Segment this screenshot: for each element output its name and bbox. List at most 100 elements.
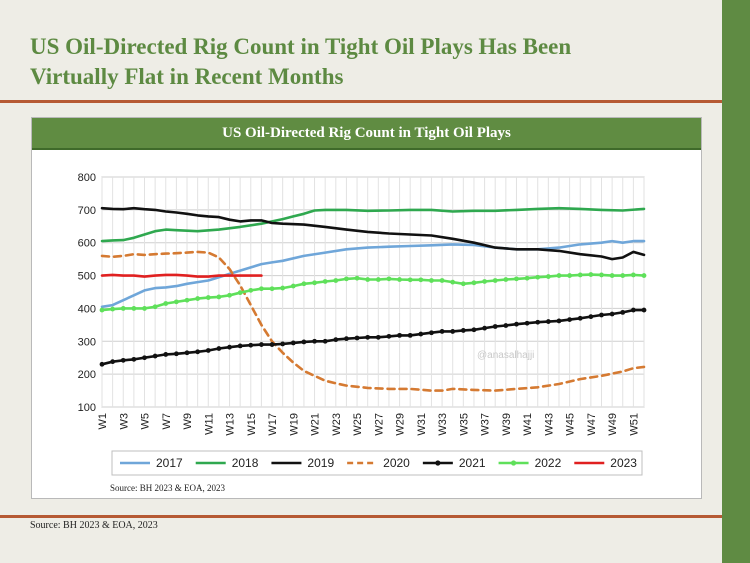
y-tick-label: 100 — [78, 402, 96, 414]
x-tick-label: W25 — [352, 413, 364, 436]
data-point-2021 — [269, 342, 275, 347]
data-point-2021 — [439, 329, 445, 334]
data-point-2022 — [429, 278, 434, 283]
data-point-2021 — [301, 339, 307, 345]
data-point-2022 — [312, 280, 317, 286]
data-point-2021 — [588, 314, 594, 320]
x-tick-label: W9 — [182, 413, 194, 430]
legend-box — [111, 450, 643, 476]
data-point-2021 — [184, 350, 190, 356]
x-tick-label: W19 — [288, 413, 300, 436]
data-point-2021 — [429, 330, 434, 336]
right-accent-bar — [722, 0, 750, 563]
series-line-2021 — [100, 308, 646, 366]
x-tick-label: W27 — [373, 413, 385, 436]
y-tick-label: 400 — [78, 303, 96, 315]
data-point-2021 — [630, 307, 636, 313]
data-point-2021 — [205, 348, 211, 353]
data-point-2021 — [280, 341, 286, 347]
data-point-2021 — [120, 357, 126, 363]
data-point-2021 — [599, 312, 604, 318]
data-point-2022 — [439, 278, 445, 283]
data-point-2022 — [599, 272, 604, 278]
y-tick-label: 600 — [78, 238, 96, 250]
data-point-2021 — [397, 332, 402, 338]
data-point-2022 — [120, 306, 126, 311]
data-point-2021 — [344, 336, 349, 342]
legend-marker-2022 — [510, 460, 517, 466]
data-point-2022 — [248, 287, 254, 293]
slide-title-line-1: US Oil-Directed Rig Count in Tight Oil P… — [30, 34, 572, 59]
data-point-2021 — [535, 319, 541, 325]
x-tick-label: W13 — [225, 413, 237, 436]
series-line-2019 — [100, 206, 646, 261]
data-point-2021 — [248, 342, 254, 348]
data-point-2022 — [131, 306, 137, 311]
data-point-2021 — [418, 331, 424, 337]
data-point-2021 — [110, 359, 116, 365]
series-line-2017 — [100, 239, 646, 309]
legend-label-2023: 2023 — [610, 456, 637, 470]
data-point-2021 — [237, 343, 243, 349]
x-tick-label: W5 — [140, 413, 152, 430]
data-point-2021 — [524, 320, 530, 326]
data-point-2022 — [344, 276, 349, 282]
legend-label-2022: 2022 — [535, 456, 562, 470]
data-point-2021 — [259, 342, 264, 347]
chart-title: US Oil-Directed Rig Count in Tight Oil P… — [32, 118, 701, 148]
x-tick-label: W21 — [310, 413, 322, 436]
data-point-2022 — [184, 297, 190, 303]
data-point-2022 — [386, 276, 392, 282]
data-point-2021 — [312, 338, 317, 344]
data-point-2022 — [450, 279, 456, 285]
data-point-2022 — [492, 278, 498, 283]
x-tick-label: W43 — [543, 413, 555, 436]
data-point-2021 — [99, 361, 105, 367]
data-point-2021 — [386, 333, 392, 339]
data-point-2022 — [227, 292, 232, 298]
x-tick-label: W47 — [586, 413, 598, 436]
data-point-2021 — [567, 317, 573, 322]
data-point-2022 — [259, 286, 264, 292]
data-point-2022 — [609, 273, 615, 278]
data-point-2022 — [524, 275, 530, 281]
data-point-2022 — [567, 273, 573, 278]
data-point-2022 — [290, 283, 296, 289]
legend-label-2018: 2018 — [232, 456, 259, 470]
data-point-2021 — [556, 318, 562, 324]
x-tick-label: W45 — [565, 413, 577, 436]
x-tick-label: W23 — [331, 413, 343, 436]
chart-frame: US Oil-Directed Rig Count in Tight Oil P… — [31, 117, 702, 499]
series-line-2018 — [100, 206, 646, 243]
data-point-2022 — [205, 295, 211, 300]
data-point-2021 — [492, 324, 498, 329]
data-point-2021 — [545, 319, 551, 324]
series-line-2023 — [100, 273, 263, 278]
x-tick-label: W3 — [118, 413, 130, 430]
data-point-2022 — [375, 277, 381, 282]
data-point-2021 — [216, 346, 222, 351]
x-tick-label: W29 — [395, 413, 407, 436]
data-point-2022 — [301, 281, 307, 287]
x-tick-label: W17 — [267, 413, 279, 436]
data-point-2021 — [471, 327, 477, 333]
legend-marker-2021 — [435, 460, 441, 466]
data-point-2022 — [110, 306, 116, 312]
y-tick-label: 300 — [78, 336, 96, 348]
data-point-2022 — [503, 277, 509, 282]
data-point-2022 — [630, 272, 636, 278]
y-tick-label: 200 — [78, 369, 96, 381]
data-point-2022 — [641, 273, 647, 278]
data-point-2021 — [227, 344, 232, 350]
chart-source: Source: BH 2023 & EOA, 2023 — [110, 483, 225, 493]
x-tick-label: W1 — [97, 413, 109, 430]
x-tick-label: W7 — [161, 413, 173, 430]
data-point-2022 — [577, 272, 583, 278]
x-tick-label: W11 — [203, 413, 215, 435]
data-point-2021 — [407, 332, 413, 338]
data-point-2021 — [365, 334, 371, 340]
data-point-2021 — [163, 352, 169, 357]
series-line-2022 — [100, 273, 646, 312]
data-point-2022 — [460, 281, 466, 287]
data-point-2021 — [173, 351, 179, 357]
